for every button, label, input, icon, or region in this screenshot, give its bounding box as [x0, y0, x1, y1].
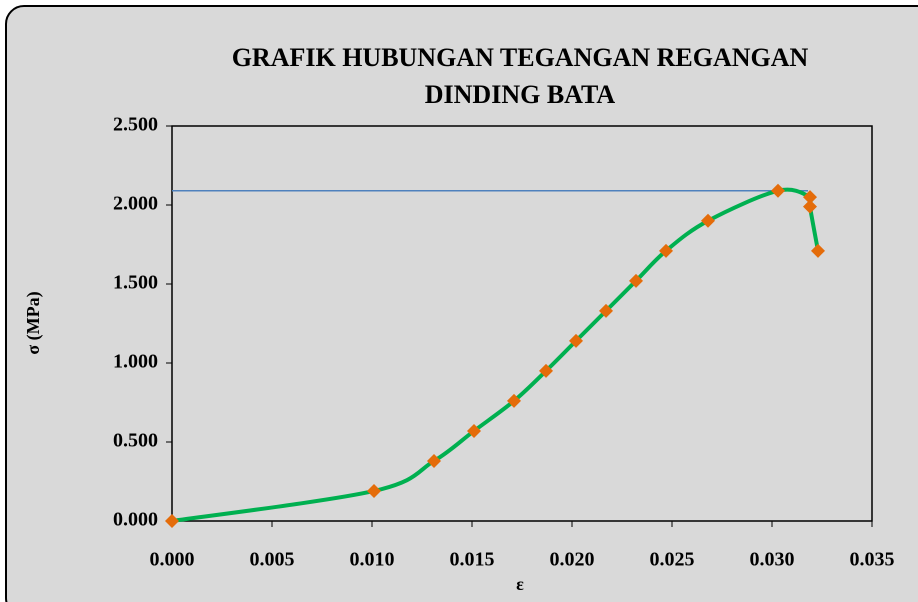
- y-tick-label: 2.000: [113, 193, 158, 215]
- chart: GRAFIK HUBUNGAN TEGANGAN REGANGAN DINDIN…: [0, 0, 918, 602]
- y-tick-label: 0.000: [113, 509, 158, 531]
- chart-title: GRAFIK HUBUNGAN TEGANGAN REGANGAN: [232, 43, 809, 72]
- y-tick-label: 0.500: [113, 430, 158, 452]
- y-tick-label: 1.500: [113, 272, 158, 294]
- chart-title: DINDING BATA: [425, 80, 616, 109]
- x-tick-label: 0.000: [150, 549, 195, 571]
- x-tick-label: 0.020: [550, 549, 595, 571]
- y-axis-label: σ (MPa): [23, 291, 44, 354]
- y-tick-label: 1.000: [113, 351, 158, 373]
- x-tick-label: 0.035: [850, 549, 895, 571]
- x-tick-label: 0.005: [250, 549, 295, 571]
- x-axis-label: ε: [516, 574, 524, 594]
- x-tick-label: 0.030: [750, 549, 795, 571]
- x-tick-label: 0.010: [350, 549, 395, 571]
- x-tick-label: 0.015: [450, 549, 495, 571]
- y-tick-label: 2.500: [113, 114, 158, 136]
- x-tick-label: 0.025: [650, 549, 695, 571]
